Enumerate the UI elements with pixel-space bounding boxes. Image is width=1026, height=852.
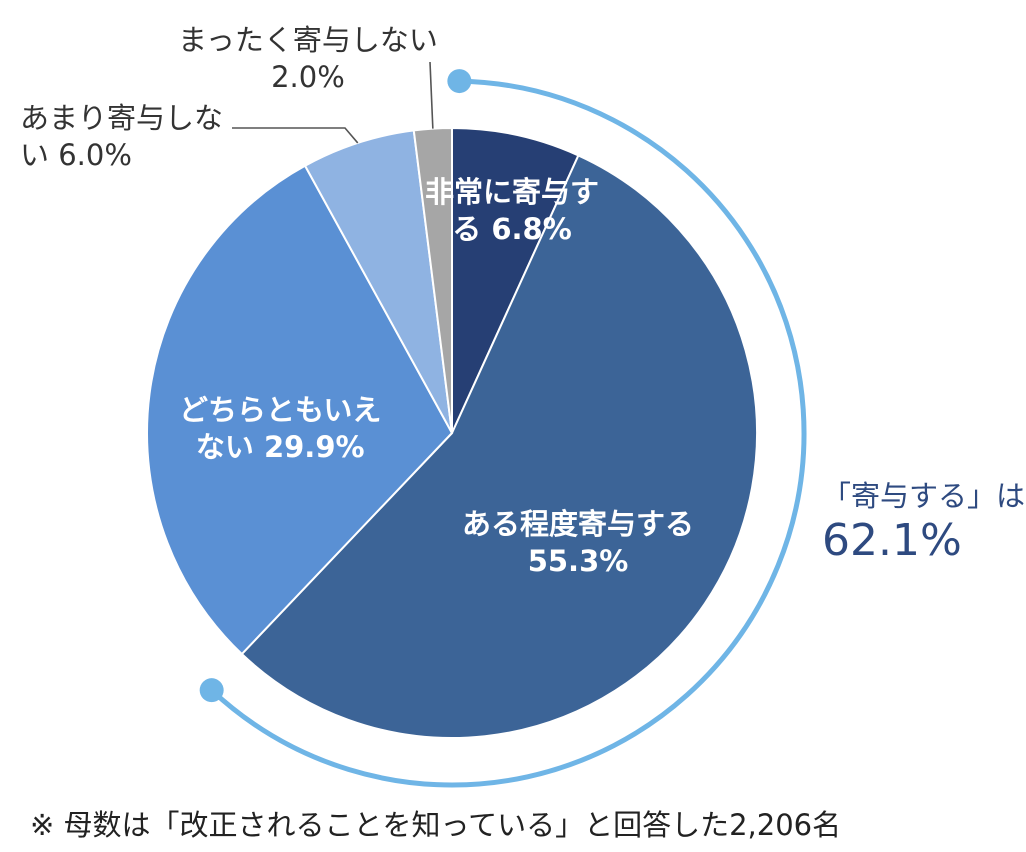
slice-label-3-line-1: どちらともいえ [179,393,382,427]
pie-slice-2 [240,154,758,739]
slice-label-4: あまり寄与しない 6.0% [20,100,223,174]
pie-slices [146,126,758,739]
footnote: ※ 母数は「改正されることを知っている」と回答した2,206名 [30,808,842,842]
highlight-arc-group [199,69,807,788]
highlight-arc [209,78,807,788]
slice-label-1-line-2: る 6.8% [452,212,572,247]
slice-label-4-line-1: あまり寄与しな [20,101,224,135]
highlight-value: 62.1% [822,514,962,566]
slice-label-1: 非常に寄与する 6.8% [425,174,599,248]
slice-label-5-line-1: まったく寄与しない [178,23,438,57]
pie-slice-1 [451,126,580,434]
slice-label-3: どちらともいえ ない 29.9% [179,392,381,466]
slice-label-2-line-1: ある程度寄与する [462,507,695,541]
leader-line-5 [429,61,434,129]
leader-line-4 [232,127,359,144]
slice-label-4-line-2: い 6.0% [20,138,132,173]
slice-label-2: ある程度寄与する 55.3% [462,506,694,580]
slice-label-2-line-2: 55.3% [527,544,629,579]
pie-slice-3 [146,164,454,656]
leader-lines [232,61,434,144]
slice-label-5: まったく寄与しない 2.0% [178,22,438,96]
highlight-label: 「寄与する」は [822,479,1026,513]
slice-label-1-line-1: 非常に寄与す [425,175,600,209]
slice-label-5-line-2: 2.0% [271,60,345,95]
highlight-arc-start-dot [447,69,472,94]
slice-label-3-line-2: ない 29.9% [195,430,365,465]
highlight-summary: 「寄与する」は 62.1% [822,478,1025,566]
highlight-arc-end-dot [199,678,224,703]
